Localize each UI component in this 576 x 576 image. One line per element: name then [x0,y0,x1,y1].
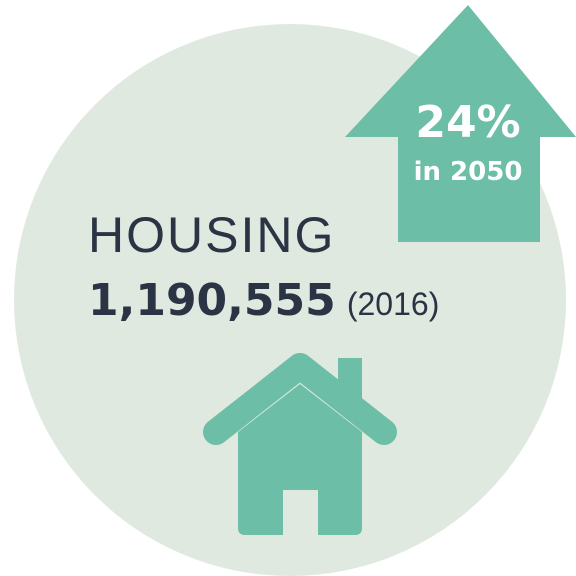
roof [203,353,397,445]
arrow-caption: in 2050 [414,157,523,187]
title: HOUSING [88,207,335,263]
house-icon [203,353,397,535]
up-arrow [345,5,576,242]
figure-line: 1,190,555 (2016) [88,275,439,326]
arrow-value: 24% [415,97,520,148]
count: 1,190,555 [88,275,336,326]
year: (2016) [347,286,440,322]
house-body [238,384,362,535]
